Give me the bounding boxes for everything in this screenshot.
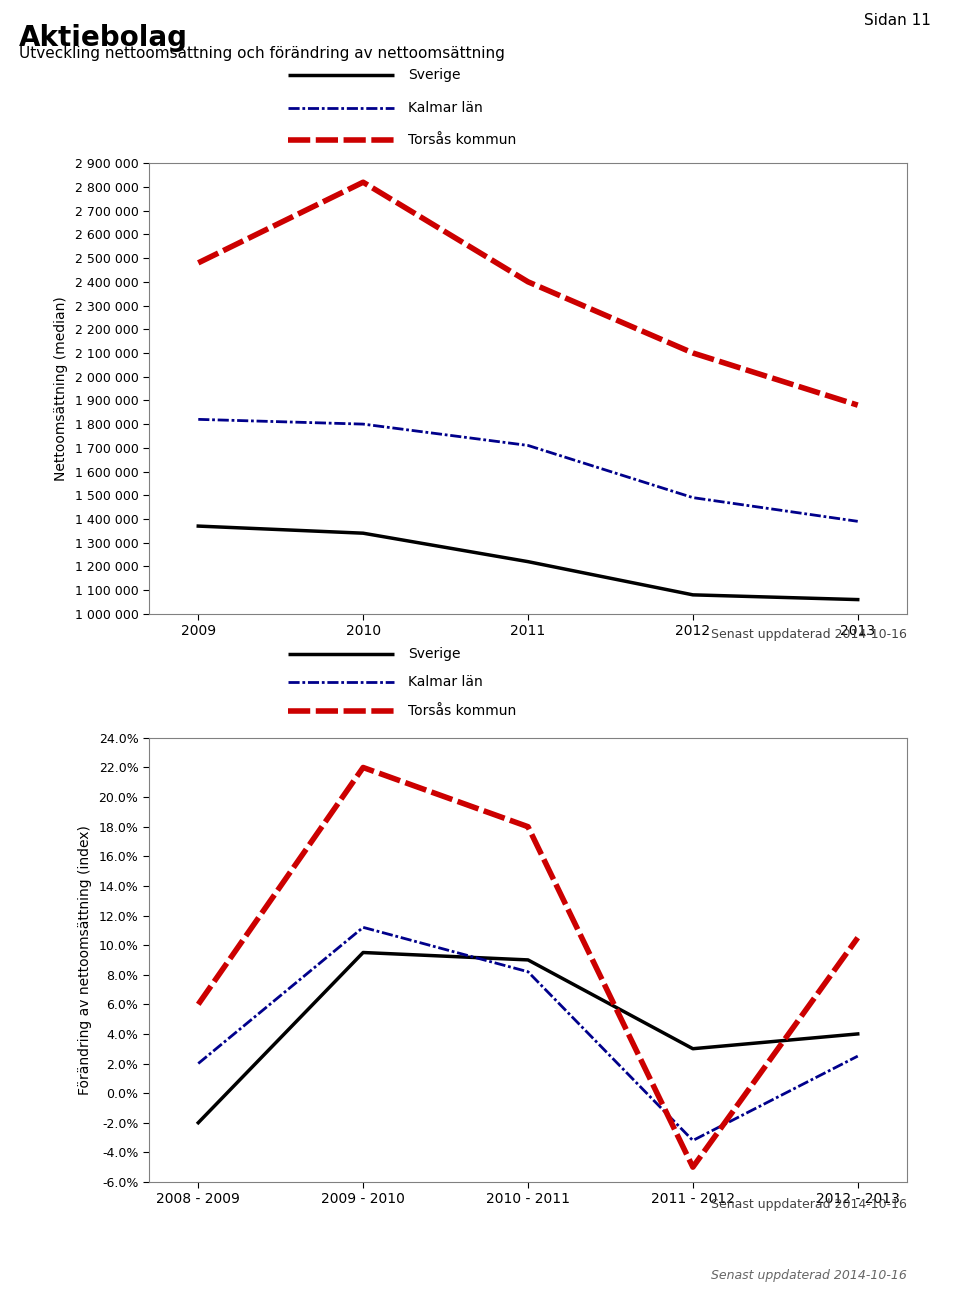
Y-axis label: Nettoomsättning (median): Nettoomsättning (median) [54, 296, 67, 481]
Text: Torsås kommun: Torsås kommun [408, 704, 516, 718]
Text: Senast uppdaterad 2014-10-16: Senast uppdaterad 2014-10-16 [711, 628, 907, 641]
Y-axis label: Förändring av nettoomsättning (index): Förändring av nettoomsättning (index) [78, 825, 91, 1094]
Text: Sverige: Sverige [408, 646, 461, 661]
Text: Sidan 11: Sidan 11 [864, 13, 931, 27]
Text: Senast uppdaterad 2014-10-16: Senast uppdaterad 2014-10-16 [711, 1269, 907, 1282]
Text: Kalmar län: Kalmar län [408, 101, 483, 115]
Text: Kalmar län: Kalmar län [408, 675, 483, 690]
Text: Senast uppdaterad 2014-10-16: Senast uppdaterad 2014-10-16 [711, 1198, 907, 1211]
Text: Aktiebolag: Aktiebolag [19, 24, 188, 51]
Text: Torsås kommun: Torsås kommun [408, 133, 516, 148]
Text: Sverige: Sverige [408, 68, 461, 82]
Text: Utveckling nettoomsättning och förändring av nettoomsättning: Utveckling nettoomsättning och förändrin… [19, 46, 505, 60]
